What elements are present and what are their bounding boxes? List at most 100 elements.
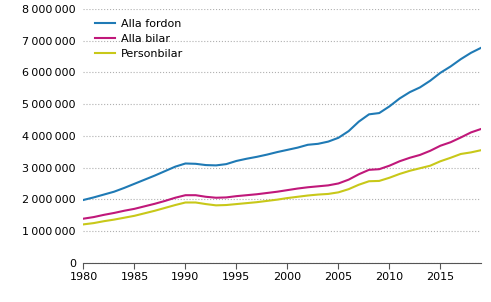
Personbilar bbox=[192, 201, 198, 204]
Alla fordon bbox=[91, 196, 97, 199]
Personbilar bbox=[346, 187, 352, 191]
Line: Alla fordon: Alla fordon bbox=[83, 48, 481, 200]
Personbilar bbox=[295, 195, 300, 199]
Alla bilar bbox=[284, 188, 290, 192]
Alla bilar bbox=[172, 196, 178, 200]
Alla fordon bbox=[192, 162, 198, 165]
Alla fordon bbox=[468, 51, 474, 55]
Line: Personbilar: Personbilar bbox=[83, 150, 481, 224]
Alla fordon bbox=[121, 186, 127, 190]
Alla fordon bbox=[448, 65, 454, 68]
Alla fordon bbox=[346, 129, 352, 133]
Personbilar bbox=[407, 169, 413, 173]
Alla bilar bbox=[274, 190, 280, 194]
Personbilar bbox=[427, 164, 433, 168]
Alla fordon bbox=[315, 142, 321, 146]
Personbilar bbox=[274, 198, 280, 201]
Personbilar bbox=[254, 200, 260, 204]
Personbilar bbox=[162, 206, 168, 210]
Alla fordon bbox=[397, 97, 403, 100]
Alla bilar bbox=[111, 211, 117, 215]
Alla bilar bbox=[192, 193, 198, 197]
Alla bilar bbox=[223, 196, 229, 199]
Alla fordon bbox=[132, 182, 137, 186]
Alla fordon bbox=[223, 162, 229, 166]
Personbilar bbox=[142, 211, 148, 215]
Alla fordon bbox=[366, 113, 372, 116]
Personbilar bbox=[132, 214, 137, 218]
Personbilar bbox=[458, 152, 464, 156]
Personbilar bbox=[397, 172, 403, 176]
Alla fordon bbox=[407, 90, 413, 94]
Personbilar bbox=[81, 223, 86, 226]
Alla fordon bbox=[295, 146, 300, 149]
Alla bilar bbox=[335, 182, 341, 185]
Personbilar bbox=[91, 221, 97, 225]
Alla fordon bbox=[376, 111, 382, 115]
Alla fordon bbox=[183, 162, 189, 165]
Alla bilar bbox=[427, 149, 433, 153]
Alla bilar bbox=[101, 213, 107, 217]
Personbilar bbox=[121, 216, 127, 220]
Personbilar bbox=[264, 199, 270, 203]
Personbilar bbox=[244, 201, 249, 205]
Personbilar bbox=[152, 209, 158, 213]
Alla bilar bbox=[325, 184, 331, 187]
Alla fordon bbox=[203, 163, 209, 167]
Personbilar bbox=[213, 204, 219, 207]
Personbilar bbox=[284, 196, 290, 200]
Alla fordon bbox=[162, 169, 168, 173]
Alla fordon bbox=[264, 153, 270, 156]
Alla bilar bbox=[468, 130, 474, 134]
Legend: Alla fordon, Alla bilar, Personbilar: Alla fordon, Alla bilar, Personbilar bbox=[93, 17, 185, 61]
Alla bilar bbox=[81, 217, 86, 220]
Personbilar bbox=[386, 176, 392, 180]
Alla bilar bbox=[386, 164, 392, 168]
Alla bilar bbox=[315, 185, 321, 188]
Alla fordon bbox=[417, 85, 423, 89]
Alla fordon bbox=[81, 198, 86, 202]
Alla bilar bbox=[356, 172, 362, 176]
Personbilar bbox=[325, 192, 331, 196]
Line: Alla bilar: Alla bilar bbox=[83, 129, 481, 219]
Personbilar bbox=[101, 219, 107, 223]
Personbilar bbox=[437, 159, 443, 163]
Personbilar bbox=[356, 183, 362, 187]
Alla bilar bbox=[437, 144, 443, 148]
Personbilar bbox=[315, 193, 321, 196]
Personbilar bbox=[417, 166, 423, 170]
Alla fordon bbox=[172, 165, 178, 169]
Alla bilar bbox=[407, 156, 413, 159]
Alla fordon bbox=[111, 190, 117, 194]
Alla bilar bbox=[152, 202, 158, 206]
Personbilar bbox=[172, 203, 178, 207]
Alla bilar bbox=[213, 196, 219, 200]
Alla bilar bbox=[162, 199, 168, 203]
Alla bilar bbox=[121, 209, 127, 213]
Alla bilar bbox=[417, 153, 423, 157]
Alla bilar bbox=[244, 193, 249, 197]
Personbilar bbox=[111, 218, 117, 221]
Personbilar bbox=[183, 201, 189, 204]
Alla bilar bbox=[397, 159, 403, 163]
Personbilar bbox=[223, 203, 229, 207]
Alla bilar bbox=[448, 140, 454, 144]
Alla fordon bbox=[325, 140, 331, 143]
Personbilar bbox=[478, 148, 484, 152]
Alla bilar bbox=[142, 204, 148, 208]
Alla fordon bbox=[478, 46, 484, 50]
Alla bilar bbox=[366, 168, 372, 172]
Personbilar bbox=[234, 202, 240, 206]
Alla fordon bbox=[284, 148, 290, 152]
Alla fordon bbox=[427, 79, 433, 82]
Alla fordon bbox=[152, 174, 158, 177]
Alla fordon bbox=[234, 159, 240, 163]
Personbilar bbox=[448, 156, 454, 159]
Personbilar bbox=[335, 191, 341, 194]
Alla bilar bbox=[305, 185, 311, 189]
Alla fordon bbox=[305, 143, 311, 146]
Alla bilar bbox=[264, 191, 270, 195]
Alla bilar bbox=[346, 178, 352, 182]
Alla fordon bbox=[437, 71, 443, 75]
Alla bilar bbox=[203, 195, 209, 199]
